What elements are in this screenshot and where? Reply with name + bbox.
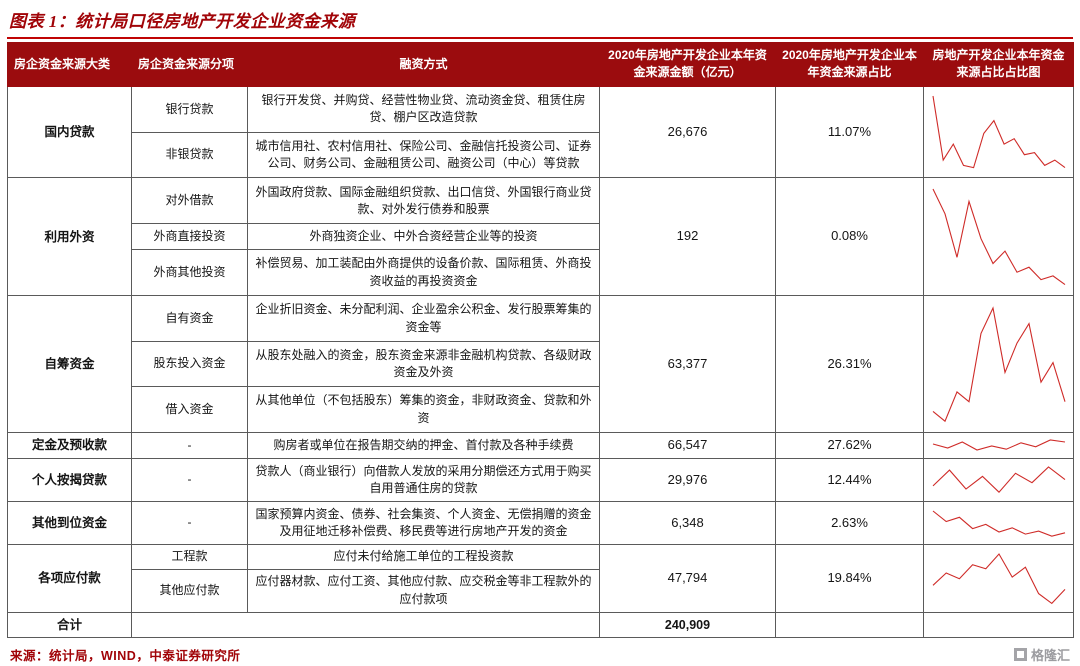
share-trend-sparkline [932, 552, 1065, 604]
table-row: 其他到位资金 - 国家预算内资金、债券、社会集资、个人资金、无偿捐赠的资金及用征地迁… [7, 501, 1074, 546]
share-trend-sparkline [932, 188, 1065, 286]
col-header-category: 房企资金来源大类 [7, 42, 132, 87]
table-row: 外商其他投资 补偿贸易、加工装配由外商提供的设备价款、国际租赁、外商投资收益的再投… [8, 249, 1074, 297]
table-row: 各项应付款 工程款 应付未付给施工单位的工程投资款 47,794 19.84% [7, 544, 1074, 613]
amount-cell: 6,348 [599, 501, 776, 546]
figure-title: 图表 1：统计局口径房地产开发企业资金来源 [9, 12, 356, 31]
category-cell: 自筹资金 [7, 295, 132, 434]
total-empty-cell [923, 611, 1074, 639]
financing-method-cell: 补偿贸易、加工装配由外商提供的设备价款、国际租赁、外商投资收益的再投资资金 [247, 249, 600, 297]
subcategory-cell: - [131, 457, 248, 503]
subcategory-cell: 非银贷款 [131, 131, 248, 179]
col-header-subcategory: 房企资金来源分项 [131, 42, 248, 87]
share-trend-sparkline [932, 439, 1065, 452]
sparkline-cell [923, 295, 1074, 434]
share-cell: 0.08% [775, 177, 924, 297]
subcategory-cell: 自有资金 [131, 295, 248, 342]
share-trend-sparkline [931, 96, 1065, 169]
table-header: 房企资金来源大类 房企资金来源分项 融资方式 2020年房地产开发企业本年资金来… [7, 42, 1074, 87]
col-header-financing-method: 融资方式 [247, 42, 600, 87]
col-header-amount: 2020年房地产开发企业本年资金来源金额（亿元） [599, 42, 776, 87]
financing-method-cell: 银行开发贷、并购贷、经营性物业贷、流动资金贷、租赁住房贷、棚户区改造贷款 [247, 85, 600, 133]
category-cell: 国内贷款 [7, 85, 132, 179]
subcategory-cell: 对外借款 [131, 177, 248, 225]
total-empty-cell [775, 611, 924, 639]
share-cell: 26.31% [775, 295, 924, 434]
total-label-cell: 合计 [7, 611, 132, 639]
table-row: 国内贷款 银行贷款 银行开发贷、并购贷、经营性物业贷、流动资金贷、租赁住房贷、棚户区… [7, 85, 1074, 179]
table-row: 股东投入资金 从股东处融入的资金，股东资金来源非金融机构贷款、各级财政资金及外资 [8, 340, 1074, 388]
category-cell: 各项应付款 [7, 544, 132, 613]
col-header-trend-chart: 房地产开发企业本年资金来源占比占比图 [923, 42, 1074, 87]
financing-method-cell: 从股东处融入的资金，股东资金来源非金融机构贷款、各级财政资金及外资 [247, 340, 600, 388]
category-cell: 个人按揭贷款 [7, 457, 132, 503]
subcategory-cell: 银行贷款 [131, 85, 248, 133]
financing-method-cell: 贷款人（商业银行）向借款人发放的采用分期偿还方式用于购买自用普通住房的贷款 [247, 457, 600, 503]
source-note: 来源：统计局，WIND，中泰证券研究所 [10, 649, 241, 663]
financing-method-cell: 应付器材款、应付工资、其他应付款、应交税金等非工程款外的应付款项 [247, 568, 600, 613]
page-footer: 来源：统计局，WIND，中泰证券研究所 格隆汇 [7, 645, 1073, 664]
sparkline-cell [923, 85, 1074, 179]
amount-cell: 66,547 [599, 432, 776, 459]
financing-method-cell: 外国政府贷款、国际金融组织贷款、出口信贷、外国银行商业贷款、对外发行债券和股票 [247, 177, 600, 225]
title-underline [7, 37, 1073, 39]
share-cell: 2.63% [775, 501, 924, 546]
category-cell: 定金及预收款 [7, 432, 132, 459]
subcategory-cell: 工程款 [131, 544, 248, 570]
table-row: 利用外资 对外借款 外国政府贷款、国际金融组织贷款、出口信贷、外国银行商业贷款、对外… [7, 177, 1074, 297]
total-row: 合计 240,909 [7, 611, 1074, 639]
total-empty-cell [131, 611, 600, 639]
financing-method-cell: 应付未付给施工单位的工程投资款 [247, 544, 600, 570]
amount-cell: 26,676 [599, 85, 776, 179]
table-body: 国内贷款 银行贷款 银行开发贷、并购贷、经营性物业贷、流动资金贷、租赁住房贷、棚户区… [7, 85, 1074, 639]
table-row: 外商直接投资 外商独资企业、中外合资经营企业等的投资 [8, 223, 1074, 251]
financing-method-cell: 企业折旧资金、未分配利润、企业盈余公积金、发行股票筹集的资金等 [247, 295, 600, 342]
gelonghui-logo-icon [1013, 648, 1027, 661]
financing-method-cell: 购房者或单位在报告期交纳的押金、首付款及各种手续费 [247, 432, 600, 459]
subcategory-cell: 外商直接投资 [131, 223, 248, 251]
col-header-share: 2020年房地产开发企业本年资金来源占比 [775, 42, 924, 87]
financing-method-cell: 外商独资企业、中外合资经营企业等的投资 [247, 223, 600, 251]
subcategory-cell: - [131, 432, 248, 459]
amount-cell: 63,377 [599, 295, 776, 434]
financing-method-cell: 国家预算内资金、债券、社会集资、个人资金、无偿捐赠的资金及用征地迁移补偿费、移民… [247, 501, 600, 546]
sparkline-cell [923, 177, 1074, 297]
financing-method-cell: 城市信用社、农村信用社、保险公司、金融信托投资公司、证券公司、财务公司、金融租赁… [247, 131, 600, 179]
table-row: 借入资金 从其他单位（不包括股东）筹集的资金，非财政资金、贷款和外资 [8, 386, 1074, 434]
share-trend-sparkline [932, 466, 1065, 494]
subcategory-cell: 借入资金 [131, 386, 248, 434]
subcategory-cell: 外商其他投资 [131, 249, 248, 297]
share-cell: 12.44% [775, 457, 924, 503]
share-trend-sparkline [932, 305, 1066, 422]
subcategory-cell: - [131, 501, 248, 546]
table-row: 个人按揭贷款 - 贷款人（商业银行）向借款人发放的采用分期偿还方式用于购买自用普通住… [7, 457, 1074, 503]
share-cell: 11.07% [775, 85, 924, 179]
total-amount-cell: 240,909 [599, 611, 776, 639]
subcategory-cell: 股东投入资金 [131, 340, 248, 388]
sparkline-cell [923, 501, 1074, 546]
table-row: 其他应付款 应付器材款、应付工资、其他应付款、应交税金等非工程款外的应付款项 [8, 568, 1074, 613]
table-row: 定金及预收款 - 购房者或单位在报告期交纳的押金、首付款及各种手续费 66,547 27… [7, 432, 1074, 459]
amount-cell: 47,794 [599, 544, 776, 613]
amount-cell: 29,976 [599, 457, 776, 503]
gelonghui-logo-text: 格隆汇 [1030, 648, 1070, 663]
share-cell: 27.62% [775, 432, 924, 459]
share-trend-sparkline [932, 510, 1065, 537]
table-row: 非银贷款 城市信用社、农村信用社、保险公司、金融信托投资公司、证券公司、财务公司、… [8, 131, 1074, 179]
share-cell: 19.84% [775, 544, 924, 613]
header-row: 房企资金来源大类 房企资金来源分项 融资方式 2020年房地产开发企业本年资金来… [7, 42, 1074, 87]
gelonghui-logo: 格隆汇 [1013, 645, 1070, 664]
funding-sources-table: 房企资金来源大类 房企资金来源分项 融资方式 2020年房地产开发企业本年资金来… [7, 42, 1074, 639]
sparkline-cell [923, 457, 1074, 503]
category-cell: 其他到位资金 [7, 501, 132, 546]
sparkline-cell [923, 432, 1074, 459]
amount-cell: 192 [599, 177, 776, 297]
table-row: 自筹资金 自有资金 企业折旧资金、未分配利润、企业盈余公积金、发行股票筹集的资金等 6… [7, 295, 1074, 434]
financing-method-cell: 从其他单位（不包括股东）筹集的资金，非财政资金、贷款和外资 [247, 386, 600, 434]
subcategory-cell: 其他应付款 [131, 568, 248, 613]
category-cell: 利用外资 [7, 177, 132, 297]
sparkline-cell [923, 544, 1074, 613]
